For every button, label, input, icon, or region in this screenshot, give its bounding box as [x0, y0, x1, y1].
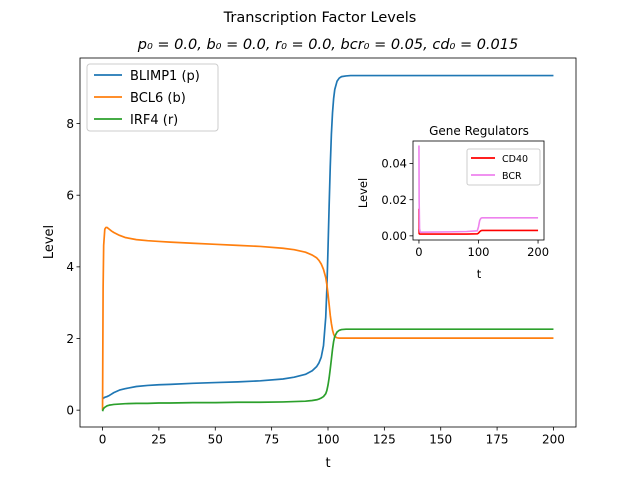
main-legend: BLIMP1 (p) BCL6 (b) IRF4 (r) [86, 63, 219, 132]
inset-x-tick-label: 0 [415, 245, 422, 259]
main-x-tick-label: 50 [208, 433, 223, 447]
inset-chart-title: Gene Regulators [429, 124, 529, 138]
main-series-layer [101, 74, 554, 412]
figure-suptitle: Transcription Factor Levels [223, 10, 417, 26]
inset-x-tick-label: 200 [527, 245, 549, 259]
main-x-tick-label: 100 [317, 433, 340, 447]
inset-legend-label-bcr: BCR [502, 171, 522, 182]
inset-chart: Gene Regulators 0 100 200 0.00 0.02 0.04 t L… [356, 124, 549, 281]
main-series-line-irf4-r [101, 328, 554, 412]
inset-y-tick-label: 0.02 [381, 193, 407, 207]
main-y-tick-label: 0 [66, 403, 74, 417]
main-x-tick-label: 75 [264, 433, 279, 447]
inset-legend-label-cd40: CD40 [502, 154, 528, 165]
inset-y-tick-label: 0.00 [381, 229, 407, 243]
main-chart: p₀ = 0.0, b₀ = 0.0, r₀ = 0.0, bcr₀ = 0.0… [42, 37, 577, 471]
main-legend-frame [86, 63, 219, 132]
main-x-axis-ticks: 0 25 50 75 100 125 150 175 200 [99, 427, 565, 447]
main-y-tick-label: 2 [66, 332, 74, 346]
inset-x-tick-label: 100 [468, 245, 490, 259]
inset-y-axis-label: Level [356, 178, 370, 208]
main-x-axis-label: t [325, 456, 330, 471]
main-y-tick-label: 6 [66, 189, 74, 203]
inset-y-tick-label: 0.04 [381, 157, 407, 171]
main-series-line-bcl6-b [101, 226, 554, 411]
main-y-axis-label: Level [42, 225, 57, 259]
main-legend-label-blimp1: BLIMP1 (p) [130, 69, 200, 84]
inset-legend: CD40 BCR [466, 148, 541, 186]
inset-x-axis-label: t [477, 267, 482, 281]
main-x-tick-label: 175 [486, 433, 509, 447]
main-x-tick-label: 0 [99, 433, 107, 447]
main-y-axis-ticks: 0 2 4 6 8 [66, 117, 80, 417]
main-legend-label-irf4: IRF4 (r) [130, 113, 178, 128]
main-y-tick-label: 4 [66, 260, 74, 274]
main-y-tick-label: 8 [66, 117, 74, 131]
inset-series-line-bcr [418, 145, 539, 234]
inset-y-axis-ticks: 0.00 0.02 0.04 [381, 157, 413, 243]
inset-series-line-cd40 [418, 208, 539, 235]
main-x-tick-label: 125 [373, 433, 396, 447]
main-legend-label-bcl6: BCL6 (b) [130, 91, 186, 106]
main-chart-title: p₀ = 0.0, b₀ = 0.0, r₀ = 0.0, bcr₀ = 0.0… [137, 37, 518, 53]
inset-series-layer [418, 145, 539, 235]
main-x-tick-label: 200 [542, 433, 565, 447]
main-x-tick-label: 25 [151, 433, 166, 447]
main-series-line-blimp1-p [101, 74, 554, 400]
main-x-tick-label: 150 [429, 433, 452, 447]
inset-x-axis-ticks: 0 100 200 [415, 240, 549, 259]
